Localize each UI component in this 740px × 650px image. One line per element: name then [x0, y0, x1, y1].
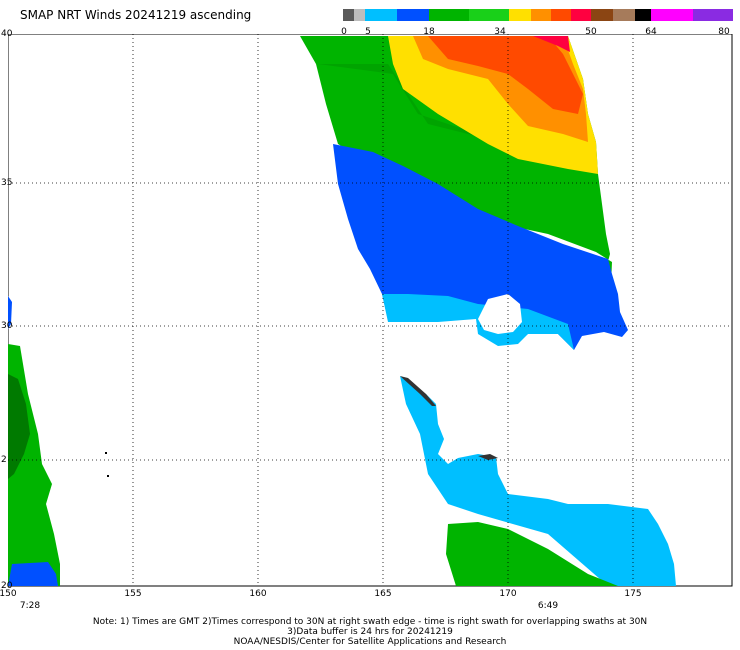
swath-north-crimson	[533, 36, 570, 52]
swath-time-label: 6:49	[537, 601, 559, 611]
swath-southeast-land-mask	[400, 376, 436, 406]
map-title: SMAP NRT Winds 20241219 ascending	[20, 8, 252, 22]
lat-label: 40	[1, 29, 13, 39]
colorbar-tick: 34	[494, 27, 506, 37]
speck	[105, 452, 107, 454]
lon-label: 175	[624, 589, 642, 599]
colorbar-tick: 5	[365, 27, 371, 37]
swath-north-lightblue	[382, 294, 574, 350]
swath-time-label: 7:28	[19, 601, 41, 611]
colorbar-tick: 80	[718, 27, 730, 37]
note-line-3: NOAA/NESDIS/Center for Satellite Applica…	[233, 637, 507, 647]
swath-west-blue-top	[8, 296, 12, 329]
lon-label: 155	[124, 589, 142, 599]
lat-label: 20	[1, 581, 13, 591]
note-line-1: Note: 1) Times are GMT 2)Times correspon…	[92, 617, 648, 627]
colorbar-tick: 0	[341, 27, 347, 37]
swath-north-gap	[478, 294, 522, 334]
swath-west-blue	[8, 562, 58, 586]
colorbar-tick: 64	[645, 27, 657, 37]
speck	[107, 475, 109, 477]
note-line-2: 3)Data buffer is 24 hrs for 20241219	[287, 627, 453, 637]
wind-speed-colorbar: 0 5 18 34 50 64 80	[341, 6, 733, 37]
swath-west-darkgreen	[8, 374, 30, 479]
colorbar-tick: 18	[423, 27, 435, 37]
swath-southeast-green	[446, 522, 618, 586]
lon-label: 170	[499, 589, 517, 599]
lat-label: 35	[1, 178, 13, 188]
swath-southeast-land-mask-2	[478, 454, 498, 460]
swath-southeast-lightblue	[400, 376, 676, 586]
wind-map	[8, 34, 733, 587]
lon-label: 160	[249, 589, 267, 599]
swath-north-red	[428, 36, 583, 114]
lat-label: 2	[1, 455, 7, 465]
lon-label: 150	[0, 589, 17, 599]
colorbar-swatches	[343, 9, 733, 21]
grid-lines	[8, 34, 732, 586]
lat-label: 30	[1, 321, 13, 331]
lon-label: 165	[374, 589, 392, 599]
colorbar-tick: 50	[585, 27, 597, 37]
